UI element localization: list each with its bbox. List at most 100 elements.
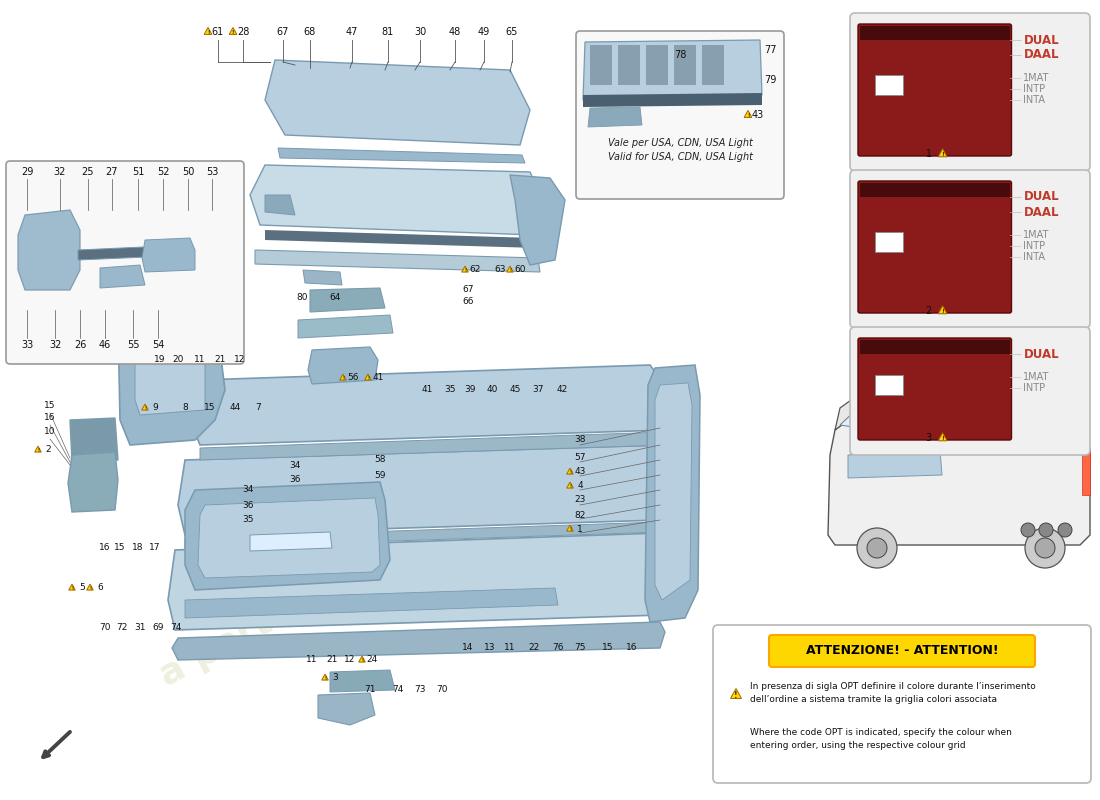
Text: 40: 40 (486, 386, 497, 394)
Text: 11: 11 (195, 355, 206, 365)
Circle shape (1040, 523, 1053, 537)
Polygon shape (70, 418, 118, 462)
Text: 15: 15 (603, 643, 614, 653)
Polygon shape (507, 266, 514, 272)
Polygon shape (265, 195, 295, 215)
Text: 79: 79 (763, 75, 777, 85)
Circle shape (1058, 523, 1072, 537)
Polygon shape (510, 175, 565, 265)
Polygon shape (590, 45, 612, 85)
Text: 16: 16 (44, 414, 56, 422)
Polygon shape (185, 588, 558, 618)
Polygon shape (340, 374, 346, 380)
Text: !: ! (464, 268, 466, 273)
Text: 18: 18 (132, 543, 144, 553)
Text: 2: 2 (925, 306, 932, 316)
Text: 36: 36 (242, 501, 254, 510)
Polygon shape (198, 498, 380, 578)
Text: 23: 23 (574, 495, 585, 505)
Text: !: ! (361, 658, 363, 663)
Text: 72: 72 (117, 623, 128, 633)
Text: 17: 17 (150, 543, 161, 553)
Text: 62: 62 (470, 266, 481, 274)
Text: 15: 15 (114, 543, 125, 553)
Text: 28: 28 (236, 27, 250, 37)
Text: 30: 30 (414, 27, 426, 37)
Circle shape (1035, 538, 1055, 558)
Polygon shape (172, 622, 666, 660)
FancyBboxPatch shape (850, 327, 1090, 455)
Polygon shape (142, 238, 195, 272)
Text: DAAL: DAAL (1023, 206, 1059, 218)
Polygon shape (566, 525, 573, 531)
Text: 8: 8 (183, 403, 188, 413)
Circle shape (867, 538, 887, 558)
Polygon shape (185, 482, 390, 590)
FancyBboxPatch shape (576, 31, 784, 199)
Text: 12: 12 (344, 655, 355, 665)
Polygon shape (18, 210, 80, 290)
Text: 76: 76 (552, 643, 563, 653)
Text: 3: 3 (332, 674, 338, 682)
Text: Vale per USA, CDN, USA Light: Vale per USA, CDN, USA Light (607, 138, 752, 148)
Polygon shape (68, 584, 75, 590)
Text: 35: 35 (444, 386, 455, 394)
Text: 55: 55 (126, 340, 140, 350)
FancyBboxPatch shape (850, 170, 1090, 328)
Text: 66: 66 (462, 298, 474, 306)
Text: 20: 20 (173, 355, 184, 365)
Text: 12: 12 (234, 355, 245, 365)
Text: 49: 49 (477, 27, 491, 37)
Text: 19: 19 (154, 355, 166, 365)
Text: 82: 82 (574, 510, 585, 519)
Text: 6: 6 (97, 583, 103, 593)
Text: 57: 57 (574, 454, 585, 462)
Text: 3: 3 (925, 433, 932, 443)
Text: In presenza di sigla OPT definire il colore durante l’inserimento
dell’ordine a : In presenza di sigla OPT definire il col… (750, 682, 1036, 703)
Polygon shape (142, 404, 148, 410)
Text: 70: 70 (99, 623, 111, 633)
Text: 75: 75 (574, 643, 585, 653)
Circle shape (1021, 523, 1035, 537)
Polygon shape (938, 149, 947, 157)
Text: 1MAT: 1MAT (1023, 230, 1049, 240)
Text: !: ! (144, 406, 146, 411)
Text: 16: 16 (99, 543, 111, 553)
Polygon shape (583, 40, 762, 100)
Polygon shape (645, 365, 700, 622)
Text: DUAL: DUAL (1023, 190, 1059, 203)
Polygon shape (828, 405, 1090, 545)
Text: 50: 50 (182, 167, 195, 177)
Polygon shape (321, 674, 328, 680)
Text: INTA: INTA (1023, 252, 1045, 262)
Text: 61: 61 (212, 27, 224, 37)
Text: 31: 31 (134, 623, 145, 633)
Text: !: ! (367, 376, 370, 381)
Text: 27: 27 (106, 167, 119, 177)
Polygon shape (318, 693, 375, 725)
Text: 34: 34 (242, 486, 254, 494)
Text: 14: 14 (462, 643, 474, 653)
Text: 22: 22 (528, 643, 540, 653)
Text: 67: 67 (462, 286, 474, 294)
Polygon shape (860, 26, 1010, 40)
Polygon shape (646, 45, 668, 85)
Text: 81: 81 (382, 27, 394, 37)
Polygon shape (860, 340, 1010, 354)
Bar (874, 232, 903, 251)
Text: 64: 64 (329, 294, 341, 302)
Text: !: ! (942, 152, 944, 158)
Circle shape (857, 528, 896, 568)
Text: 53: 53 (206, 167, 218, 177)
Polygon shape (566, 468, 573, 474)
Text: 33: 33 (21, 340, 33, 350)
Text: !: ! (509, 268, 512, 273)
Polygon shape (255, 250, 540, 272)
Text: !: ! (37, 448, 40, 453)
Text: 43: 43 (574, 467, 585, 477)
FancyBboxPatch shape (858, 181, 1012, 313)
Text: 21: 21 (327, 655, 338, 665)
Polygon shape (100, 265, 145, 288)
Text: 42: 42 (557, 386, 568, 394)
Text: 67: 67 (277, 27, 289, 37)
